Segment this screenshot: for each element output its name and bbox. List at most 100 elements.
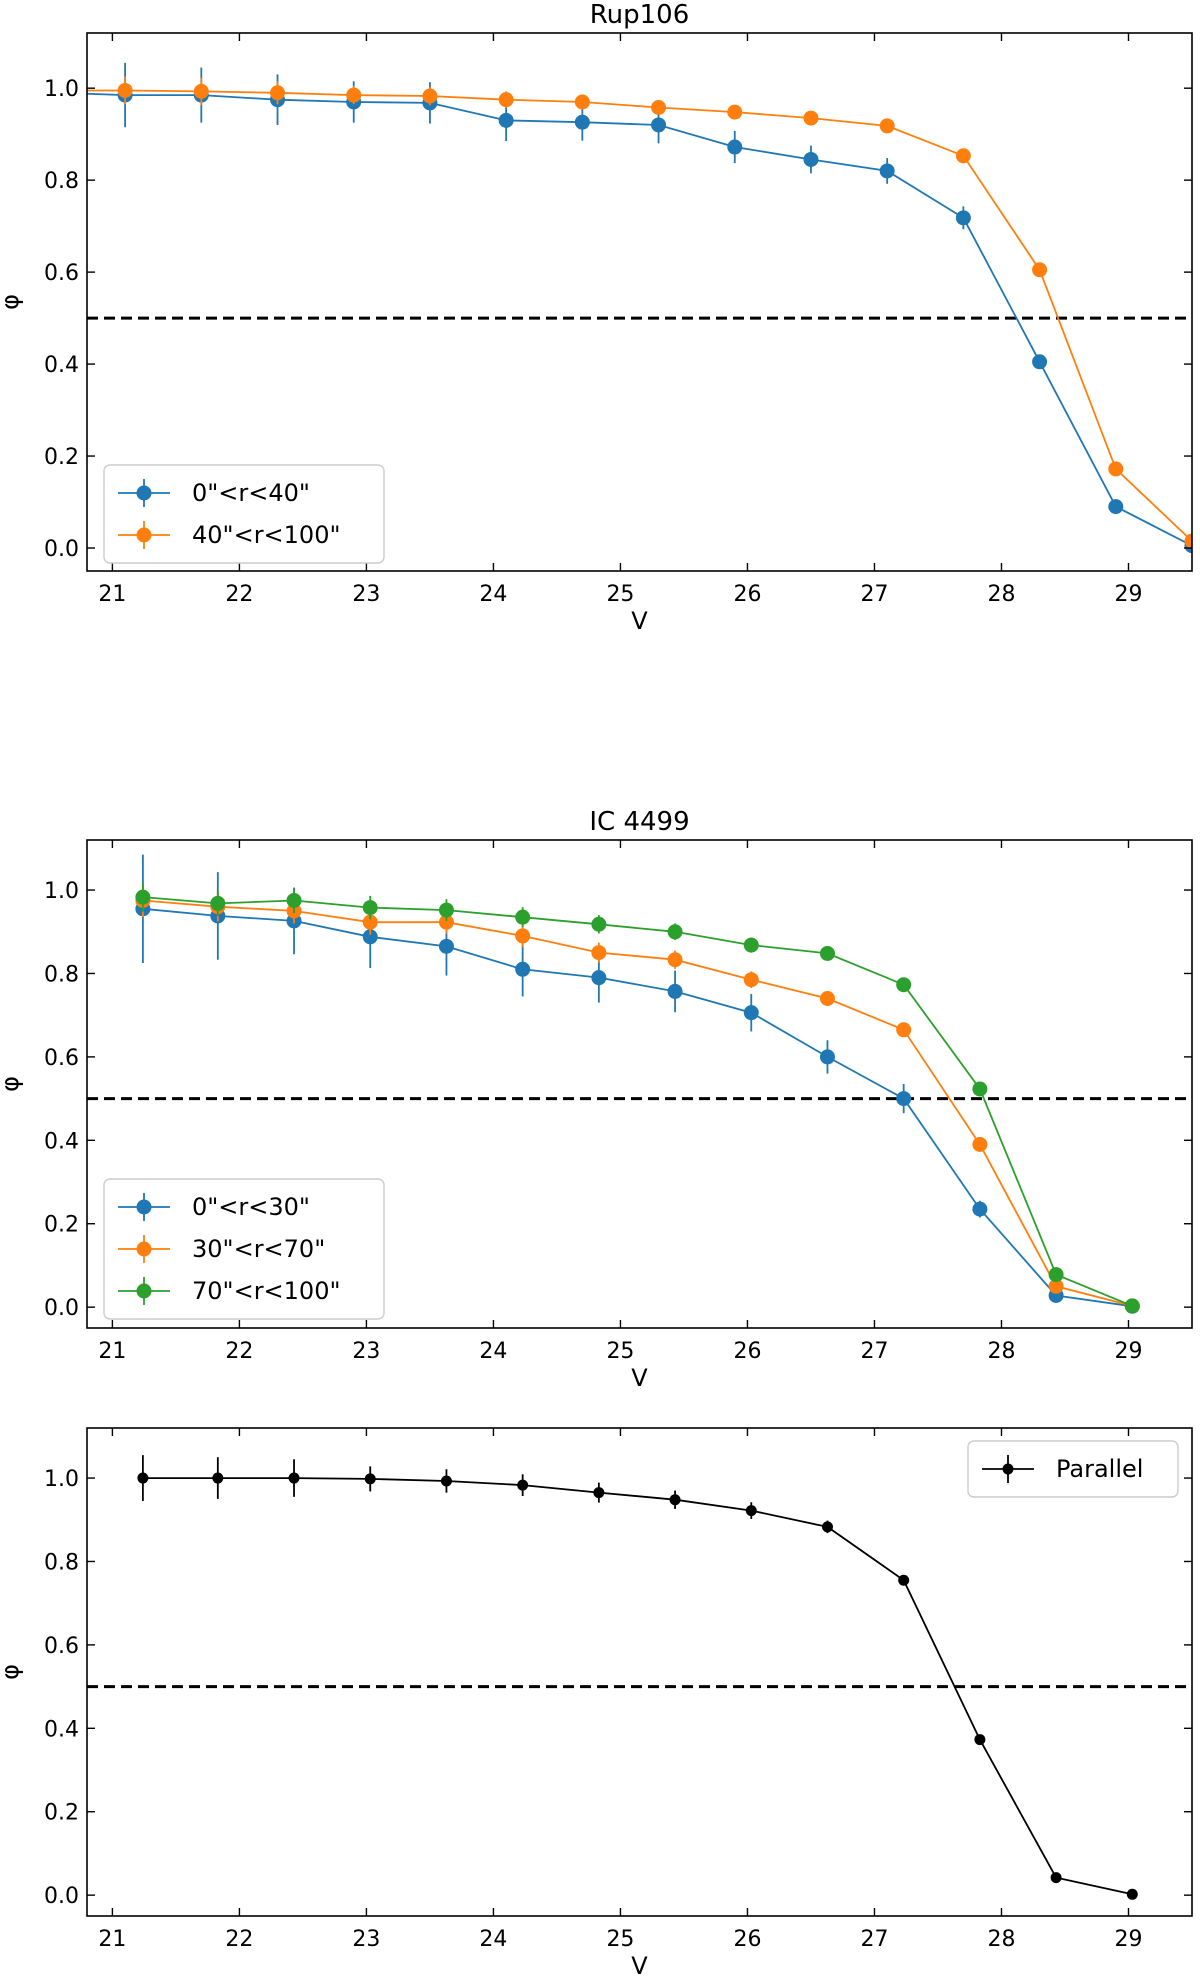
legend-marker [136, 1241, 152, 1257]
x-tick-label: 25 [606, 582, 634, 607]
data-point [515, 928, 531, 944]
data-point [591, 916, 607, 932]
y-tick-label: 0.6 [44, 261, 79, 286]
legend: 0"<r<40" 40"<r<100" [103, 464, 385, 564]
data-point [972, 1201, 988, 1217]
x-tick-label: 25 [606, 1927, 634, 1952]
data-point [1048, 1267, 1064, 1283]
data-point [879, 163, 895, 179]
x-tick-label: 24 [479, 1339, 507, 1364]
data-point [438, 914, 454, 930]
y-tick-label: 0.8 [44, 1550, 79, 1575]
x-tick-label: 23 [352, 582, 380, 607]
data-point [896, 1022, 912, 1038]
y-tick-label: 0.6 [44, 1046, 79, 1071]
data-point [972, 1081, 988, 1097]
data-point [1032, 354, 1048, 370]
legend-frame [103, 464, 385, 564]
data-point [1108, 461, 1124, 477]
data-point [745, 1505, 757, 1517]
data-point [667, 952, 683, 968]
panel-rup106: 21 22 23 24 25 26 27 28 29 0.0 0.2 0.4 0.6 0.8 1.0 Vφ Ru… [0, 0, 1193, 635]
data-point [212, 1472, 224, 1484]
legend-marker [136, 527, 152, 543]
data-point [743, 972, 759, 988]
data-point [117, 82, 133, 98]
data-point [210, 895, 226, 911]
data-point [667, 924, 683, 940]
y-axis-label: φ [0, 1076, 24, 1092]
legend-label: 0"<r<30" [192, 1193, 310, 1221]
legend-label: 0"<r<40" [192, 479, 310, 507]
x-tick-label: 23 [352, 1927, 380, 1952]
series-line [87, 92, 1192, 547]
data-point [574, 94, 590, 110]
x-tick-label: 21 [98, 582, 126, 607]
y-tick-label: 0.8 [44, 169, 79, 194]
legend: Parallel [967, 1440, 1179, 1498]
data-point [362, 900, 378, 916]
x-tick-label: 29 [1114, 1339, 1142, 1364]
x-tick-label: 21 [98, 1927, 126, 1952]
legend-item-0: 0"<r<30" [118, 1193, 310, 1221]
series-line [142, 896, 1133, 1307]
y-tick-label: 0.4 [44, 1129, 79, 1154]
data-point [286, 892, 302, 908]
data-point [574, 114, 590, 130]
data-point [270, 85, 286, 101]
data-point [819, 1049, 835, 1065]
y-tick-label: 0.0 [44, 1884, 79, 1909]
x-tick-label: 25 [606, 1339, 634, 1364]
legend-marker [136, 1283, 152, 1299]
plot-area [87, 62, 1192, 554]
data-point [288, 1472, 300, 1484]
data-point [364, 1473, 376, 1485]
data-point [362, 914, 378, 930]
data-point [896, 977, 912, 993]
x-tick-label: 21 [98, 1339, 126, 1364]
legend-label: 40"<r<100" [192, 521, 341, 549]
y-tick-label: 0.0 [44, 537, 79, 562]
y-tick-label: 0.2 [44, 445, 79, 470]
data-point [1108, 499, 1124, 515]
data-point [498, 112, 514, 128]
legend-marker [136, 1199, 152, 1215]
data-point [438, 938, 454, 954]
data-point [593, 1487, 605, 1499]
data-point [1124, 1298, 1140, 1314]
data-point [498, 92, 514, 108]
axes-frame [86, 839, 1193, 1329]
data-point [651, 99, 667, 115]
data-point [1048, 1278, 1064, 1294]
x-tick-label: 24 [479, 1927, 507, 1952]
plot-area [87, 1455, 1192, 1900]
data-point [591, 970, 607, 986]
x-tick-label: 22 [225, 1339, 253, 1364]
data-point [743, 1005, 759, 1021]
x-tick-label: 26 [733, 582, 761, 607]
x-tick-label: 27 [860, 1339, 888, 1364]
x-axis-label: V [631, 607, 648, 635]
chart-title: Rup106 [590, 0, 690, 30]
y-tick-label: 0.8 [44, 962, 79, 987]
data-point [438, 902, 454, 918]
series-line [142, 1477, 1133, 1896]
series-0 [137, 1455, 1138, 1900]
legend-item-0: 0"<r<40" [118, 479, 310, 507]
data-point [727, 104, 743, 120]
x-tick-label: 28 [987, 1339, 1015, 1364]
legend-label: 70"<r<100" [192, 1277, 341, 1305]
data-point [821, 1521, 833, 1533]
data-point [515, 909, 531, 925]
x-tick-label: 22 [225, 1927, 253, 1952]
data-point [1050, 1872, 1062, 1884]
series-line [142, 907, 1133, 1308]
data-point [819, 945, 835, 961]
data-point [515, 961, 531, 977]
data-point [669, 1494, 681, 1506]
x-tick-label: 22 [225, 582, 253, 607]
legend-marker [1002, 1463, 1014, 1475]
x-axis-label: V [631, 1952, 648, 1976]
data-point [879, 118, 895, 134]
legend-label: 30"<r<70" [192, 1235, 325, 1263]
